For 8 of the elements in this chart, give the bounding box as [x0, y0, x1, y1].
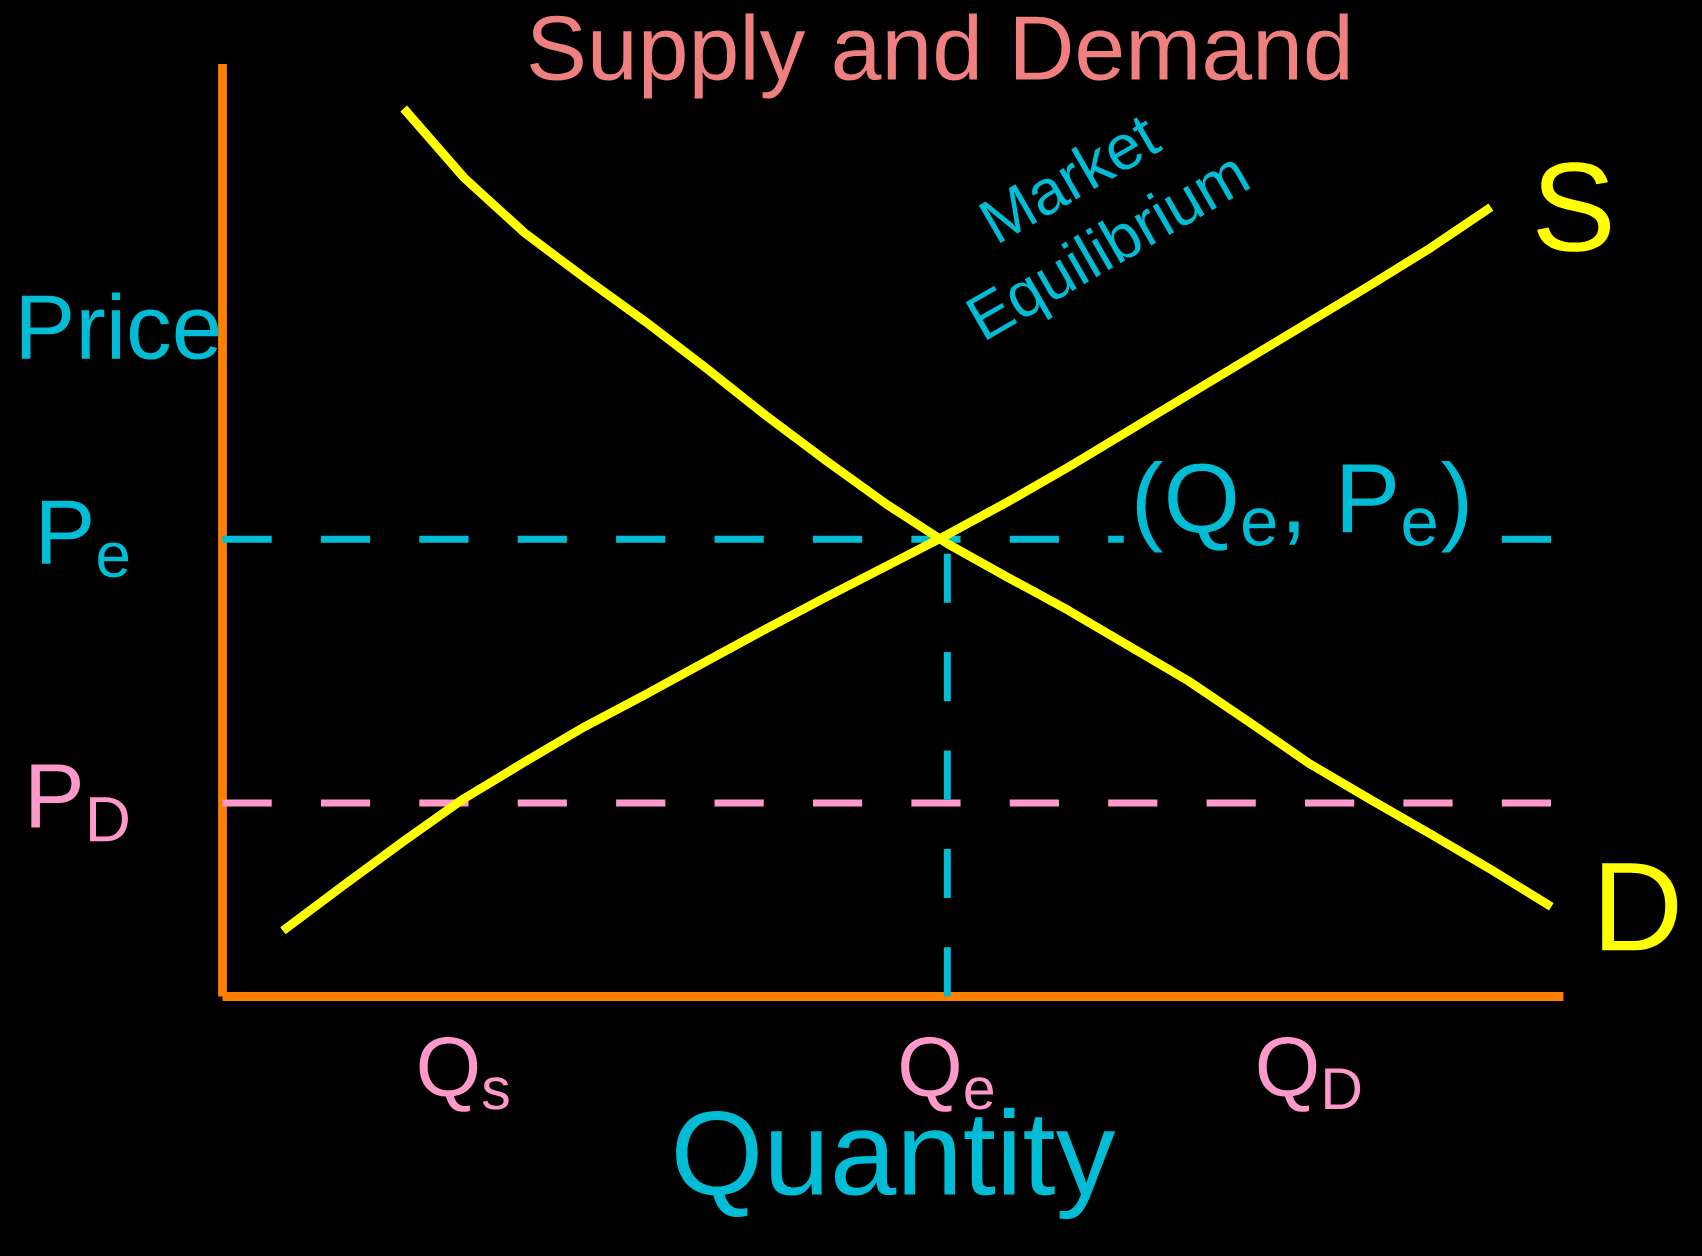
ref-line-label: P$_{e}$ [41, 500, 129, 578]
ref-line-label: P$_{D}$ [31, 764, 128, 842]
x-tick-label: Q$_{D}$ [1258, 1037, 1361, 1112]
series-label: S [1537, 162, 1610, 252]
chart-title: Supply and Demand [530, 13, 1348, 99]
series-label: D [1602, 863, 1678, 951]
annotation: (Q$_{e}$, P$_{e}$) [1136, 460, 1468, 553]
x-tick-label: Q$_{s}$ [419, 1037, 509, 1112]
